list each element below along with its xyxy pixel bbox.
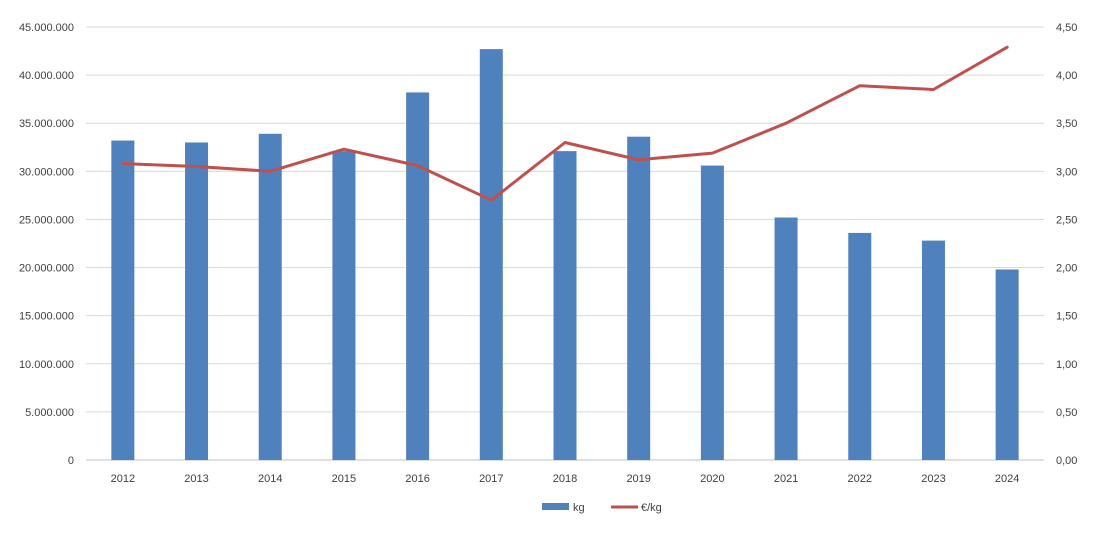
right-tick-label: 0,50 (1056, 407, 1077, 419)
left-tick-label: 0 (68, 455, 74, 467)
bar (627, 136, 651, 460)
bar (332, 151, 356, 461)
legend: kg €/kg (542, 502, 662, 514)
bar (185, 142, 209, 460)
bar-series-kg (111, 49, 1019, 461)
x-tick-label: 2018 (553, 473, 577, 485)
left-tick-label: 5.000.000 (25, 407, 74, 419)
x-axis: 2012 2013 2014 2015 2016 2017 2018 2019 2020 2021… (111, 473, 1020, 485)
right-y-axis: 0,00 0,50 1,00 1,50 2,00 2,50 3,00 3,50 4,00 4,50 (1056, 22, 1077, 467)
left-y-axis: 0 5.000.000 10.000.000 15.000.000 20.000.000… (19, 22, 74, 467)
line-series-eur-per-kg (121, 45, 1009, 202)
bar (553, 151, 577, 461)
left-tick-label: 20.000.000 (19, 263, 74, 275)
right-tick-label: 1,50 (1056, 311, 1077, 323)
x-tick-label: 2024 (995, 473, 1019, 485)
bar (700, 165, 724, 460)
x-tick-label: 2014 (258, 473, 282, 485)
x-tick-label: 2017 (479, 473, 503, 485)
x-tick-label: 2019 (626, 473, 650, 485)
x-tick-label: 2015 (332, 473, 356, 485)
right-tick-label: 3,00 (1056, 166, 1077, 178)
legend-label-bar: kg (573, 502, 585, 514)
legend-swatch-bar (542, 503, 569, 510)
legend-label-line: €/kg (641, 502, 662, 514)
x-tick-label: 2021 (774, 473, 798, 485)
right-tick-label: 4,00 (1056, 70, 1077, 82)
x-tick-label: 2013 (184, 473, 208, 485)
left-tick-label: 30.000.000 (19, 166, 74, 178)
right-tick-label: 2,50 (1056, 214, 1077, 226)
bar (406, 92, 430, 460)
x-tick-label: 2020 (700, 473, 724, 485)
series-line (121, 45, 1009, 202)
bar (921, 240, 945, 460)
bar (774, 217, 798, 460)
right-tick-label: 3,50 (1056, 118, 1077, 130)
x-tick-label: 2023 (921, 473, 945, 485)
x-tick-label: 2022 (848, 473, 872, 485)
right-tick-label: 4,50 (1056, 22, 1077, 34)
right-tick-label: 0,00 (1056, 455, 1077, 467)
bar (111, 140, 135, 460)
left-tick-label: 35.000.000 (19, 118, 74, 130)
left-tick-label: 40.000.000 (19, 70, 74, 82)
x-tick-label: 2016 (405, 473, 429, 485)
x-tick-label: 2012 (111, 473, 135, 485)
left-tick-label: 25.000.000 (19, 214, 74, 226)
bar (848, 232, 872, 460)
left-tick-label: 45.000.000 (19, 22, 74, 34)
left-tick-label: 15.000.000 (19, 311, 74, 323)
bar (995, 269, 1019, 460)
right-tick-label: 1,00 (1056, 359, 1077, 371)
right-tick-label: 2,00 (1056, 263, 1077, 275)
bar (479, 49, 503, 461)
bar (258, 133, 282, 460)
left-tick-label: 10.000.000 (19, 359, 74, 371)
